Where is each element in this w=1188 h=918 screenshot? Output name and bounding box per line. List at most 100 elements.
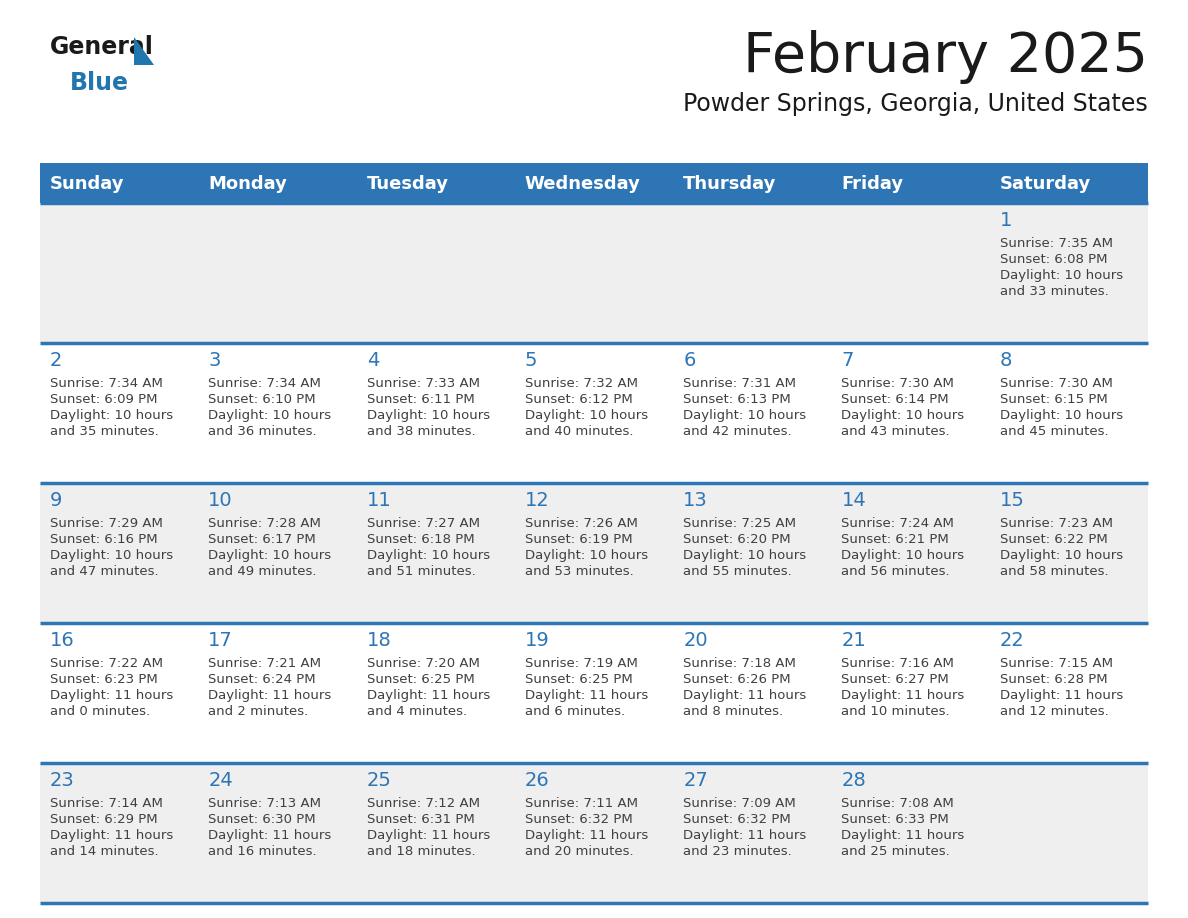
Text: Sunrise: 7:18 AM: Sunrise: 7:18 AM xyxy=(683,657,796,670)
Text: Sunrise: 7:33 AM: Sunrise: 7:33 AM xyxy=(367,377,480,390)
Bar xyxy=(40,163,1148,167)
Text: Daylight: 11 hours: Daylight: 11 hours xyxy=(841,689,965,702)
Text: 22: 22 xyxy=(1000,631,1024,650)
Bar xyxy=(40,343,1148,483)
Text: Sunrise: 7:35 AM: Sunrise: 7:35 AM xyxy=(1000,237,1113,250)
Text: and 25 minutes.: and 25 minutes. xyxy=(841,845,950,858)
Text: Wednesday: Wednesday xyxy=(525,175,640,193)
Text: Sunset: 6:18 PM: Sunset: 6:18 PM xyxy=(367,533,474,546)
Text: Daylight: 11 hours: Daylight: 11 hours xyxy=(50,689,173,702)
Text: Sunset: 6:22 PM: Sunset: 6:22 PM xyxy=(1000,533,1107,546)
Text: Daylight: 10 hours: Daylight: 10 hours xyxy=(208,549,331,562)
Text: Daylight: 10 hours: Daylight: 10 hours xyxy=(525,409,647,422)
Text: Sunset: 6:11 PM: Sunset: 6:11 PM xyxy=(367,393,474,406)
Bar xyxy=(40,165,1148,203)
Text: 24: 24 xyxy=(208,771,233,790)
Text: Sunrise: 7:29 AM: Sunrise: 7:29 AM xyxy=(50,517,163,530)
Text: Sunset: 6:12 PM: Sunset: 6:12 PM xyxy=(525,393,632,406)
Text: and 42 minutes.: and 42 minutes. xyxy=(683,425,791,438)
Text: 4: 4 xyxy=(367,351,379,370)
Text: Thursday: Thursday xyxy=(683,175,777,193)
Text: Sunset: 6:23 PM: Sunset: 6:23 PM xyxy=(50,673,158,686)
Text: Sunset: 6:14 PM: Sunset: 6:14 PM xyxy=(841,393,949,406)
Text: Sunset: 6:25 PM: Sunset: 6:25 PM xyxy=(367,673,474,686)
Text: Sunset: 6:24 PM: Sunset: 6:24 PM xyxy=(208,673,316,686)
Text: and 33 minutes.: and 33 minutes. xyxy=(1000,285,1108,298)
Text: Sunrise: 7:13 AM: Sunrise: 7:13 AM xyxy=(208,797,321,810)
Text: 8: 8 xyxy=(1000,351,1012,370)
Text: Daylight: 10 hours: Daylight: 10 hours xyxy=(525,549,647,562)
Text: Sunrise: 7:24 AM: Sunrise: 7:24 AM xyxy=(841,517,954,530)
Text: and 20 minutes.: and 20 minutes. xyxy=(525,845,633,858)
Text: and 14 minutes.: and 14 minutes. xyxy=(50,845,159,858)
Text: and 12 minutes.: and 12 minutes. xyxy=(1000,705,1108,718)
Text: 18: 18 xyxy=(367,631,391,650)
Text: Daylight: 10 hours: Daylight: 10 hours xyxy=(50,409,173,422)
Text: Daylight: 10 hours: Daylight: 10 hours xyxy=(841,549,965,562)
Text: Sunset: 6:13 PM: Sunset: 6:13 PM xyxy=(683,393,791,406)
Text: Sunset: 6:21 PM: Sunset: 6:21 PM xyxy=(841,533,949,546)
Text: Sunset: 6:15 PM: Sunset: 6:15 PM xyxy=(1000,393,1107,406)
Text: February 2025: February 2025 xyxy=(742,30,1148,84)
Text: Sunset: 6:27 PM: Sunset: 6:27 PM xyxy=(841,673,949,686)
Text: and 6 minutes.: and 6 minutes. xyxy=(525,705,625,718)
Text: Sunrise: 7:34 AM: Sunrise: 7:34 AM xyxy=(208,377,321,390)
Text: 11: 11 xyxy=(367,491,391,510)
Text: and 4 minutes.: and 4 minutes. xyxy=(367,705,467,718)
Text: Daylight: 10 hours: Daylight: 10 hours xyxy=(1000,409,1123,422)
Text: 13: 13 xyxy=(683,491,708,510)
Polygon shape xyxy=(134,37,154,65)
Text: Sunset: 6:29 PM: Sunset: 6:29 PM xyxy=(50,813,158,826)
Text: Sunrise: 7:34 AM: Sunrise: 7:34 AM xyxy=(50,377,163,390)
Text: and 45 minutes.: and 45 minutes. xyxy=(1000,425,1108,438)
Text: Sunrise: 7:28 AM: Sunrise: 7:28 AM xyxy=(208,517,321,530)
Text: Daylight: 10 hours: Daylight: 10 hours xyxy=(367,409,489,422)
Text: Sunrise: 7:21 AM: Sunrise: 7:21 AM xyxy=(208,657,321,670)
Text: Daylight: 10 hours: Daylight: 10 hours xyxy=(208,409,331,422)
Text: Sunrise: 7:15 AM: Sunrise: 7:15 AM xyxy=(1000,657,1113,670)
Text: Sunrise: 7:12 AM: Sunrise: 7:12 AM xyxy=(367,797,480,810)
Text: Tuesday: Tuesday xyxy=(367,175,449,193)
Bar xyxy=(40,623,1148,763)
Text: Sunday: Sunday xyxy=(50,175,125,193)
Text: 2: 2 xyxy=(50,351,63,370)
Text: Sunrise: 7:11 AM: Sunrise: 7:11 AM xyxy=(525,797,638,810)
Text: Sunset: 6:26 PM: Sunset: 6:26 PM xyxy=(683,673,791,686)
Text: Daylight: 11 hours: Daylight: 11 hours xyxy=(208,689,331,702)
Text: and 51 minutes.: and 51 minutes. xyxy=(367,565,475,578)
Text: and 43 minutes.: and 43 minutes. xyxy=(841,425,950,438)
Text: and 56 minutes.: and 56 minutes. xyxy=(841,565,950,578)
Text: Sunrise: 7:19 AM: Sunrise: 7:19 AM xyxy=(525,657,638,670)
Text: Daylight: 10 hours: Daylight: 10 hours xyxy=(683,549,807,562)
Text: 5: 5 xyxy=(525,351,537,370)
Text: Sunrise: 7:26 AM: Sunrise: 7:26 AM xyxy=(525,517,638,530)
Text: and 10 minutes.: and 10 minutes. xyxy=(841,705,950,718)
Text: Sunset: 6:09 PM: Sunset: 6:09 PM xyxy=(50,393,158,406)
Text: Daylight: 11 hours: Daylight: 11 hours xyxy=(841,829,965,842)
Text: Sunset: 6:20 PM: Sunset: 6:20 PM xyxy=(683,533,791,546)
Text: Daylight: 10 hours: Daylight: 10 hours xyxy=(1000,269,1123,282)
Text: Daylight: 11 hours: Daylight: 11 hours xyxy=(525,689,649,702)
Text: 14: 14 xyxy=(841,491,866,510)
Text: and 55 minutes.: and 55 minutes. xyxy=(683,565,792,578)
Text: and 18 minutes.: and 18 minutes. xyxy=(367,845,475,858)
Text: 12: 12 xyxy=(525,491,550,510)
Text: 19: 19 xyxy=(525,631,550,650)
Text: Sunset: 6:31 PM: Sunset: 6:31 PM xyxy=(367,813,474,826)
Text: Sunset: 6:16 PM: Sunset: 6:16 PM xyxy=(50,533,158,546)
Text: Sunset: 6:30 PM: Sunset: 6:30 PM xyxy=(208,813,316,826)
Text: Sunset: 6:25 PM: Sunset: 6:25 PM xyxy=(525,673,632,686)
Text: 6: 6 xyxy=(683,351,695,370)
Text: and 2 minutes.: and 2 minutes. xyxy=(208,705,309,718)
Text: Friday: Friday xyxy=(841,175,904,193)
Text: and 36 minutes.: and 36 minutes. xyxy=(208,425,317,438)
Text: and 16 minutes.: and 16 minutes. xyxy=(208,845,317,858)
Text: 21: 21 xyxy=(841,631,866,650)
Text: Sunset: 6:17 PM: Sunset: 6:17 PM xyxy=(208,533,316,546)
Text: General: General xyxy=(50,35,154,59)
Text: Daylight: 11 hours: Daylight: 11 hours xyxy=(525,829,649,842)
Text: Daylight: 11 hours: Daylight: 11 hours xyxy=(50,829,173,842)
Text: Sunrise: 7:08 AM: Sunrise: 7:08 AM xyxy=(841,797,954,810)
Text: Powder Springs, Georgia, United States: Powder Springs, Georgia, United States xyxy=(683,92,1148,116)
Text: Daylight: 10 hours: Daylight: 10 hours xyxy=(50,549,173,562)
